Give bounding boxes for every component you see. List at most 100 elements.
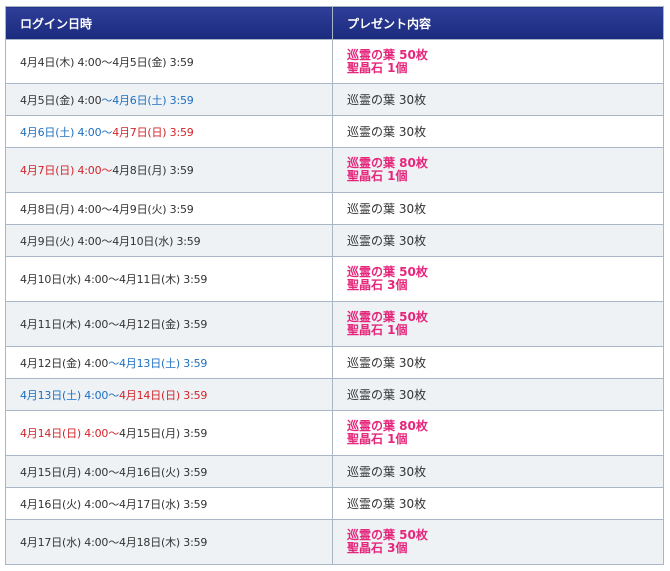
period-separator: ～ — [108, 318, 119, 331]
present-item-saint-quartz: 聖晶石 1個 — [347, 432, 408, 446]
table-row: 4月5日(金) 4:00～4月6日(土) 3:59 巡霊の葉 30枚 — [5, 83, 664, 116]
period-start: 4月11日(木) 4:00 — [20, 318, 109, 331]
present-item-leaves: 巡霊の葉 30枚 — [347, 234, 427, 248]
present-item-saint-quartz: 聖晶石 3個 — [347, 278, 408, 292]
login-period-cell: 4月10日(水) 4:00～4月11日(木) 3:59 — [5, 256, 333, 302]
period-separator: ～ — [108, 536, 119, 549]
period-end: 4月7日(日) 3:59 — [112, 125, 194, 139]
present-cell: 巡霊の葉 80枚 聖晶石 1個 — [332, 147, 664, 193]
login-period-cell: 4月16日(火) 4:00～4月17日(水) 3:59 — [5, 487, 333, 520]
present-cell: 巡霊の葉 30枚 — [332, 83, 664, 116]
login-period-cell: 4月15日(月) 4:00～4月16日(火) 3:59 — [5, 455, 333, 488]
period-separator: ～ — [101, 93, 113, 107]
table-row: 4月8日(月) 4:00～4月9日(火) 3:59 巡霊の葉 30枚 — [5, 192, 664, 225]
login-period-cell: 4月6日(土) 4:00～4月7日(日) 3:59 — [5, 115, 333, 148]
period-separator: ～ — [101, 125, 113, 139]
present-cell: 巡霊の葉 30枚 — [332, 487, 664, 520]
period-start: 4月13日(土) 4:00 — [20, 388, 109, 402]
period-start: 4月4日(木) 4:00 — [20, 55, 102, 69]
login-period-cell: 4月9日(火) 4:00～4月10日(水) 3:59 — [5, 224, 333, 257]
login-period-cell: 4月17日(水) 4:00～4月18日(木) 3:59 — [5, 519, 333, 565]
present-item-leaves: 巡霊の葉 30枚 — [347, 388, 427, 402]
present-cell: 巡霊の葉 30枚 — [332, 455, 664, 488]
period-start: 4月14日(日) 4:00 — [20, 427, 109, 440]
table-row: 4月7日(日) 4:00～4月8日(月) 3:59 巡霊の葉 80枚 聖晶石 1個 — [5, 147, 664, 193]
table-row: 4月6日(土) 4:00～4月7日(日) 3:59 巡霊の葉 30枚 — [5, 115, 664, 148]
period-end: 4月5日(金) 3:59 — [112, 55, 194, 69]
period-separator: ～ — [101, 202, 113, 216]
present-item-saint-quartz: 聖晶石 1個 — [347, 169, 408, 183]
table-row: 4月4日(木) 4:00～4月5日(金) 3:59 巡霊の葉 50枚 聖晶石 1個 — [5, 39, 664, 84]
present-item-leaves: 巡霊の葉 30枚 — [347, 93, 427, 107]
present-cell: 巡霊の葉 50枚 聖晶石 1個 — [332, 39, 664, 84]
present-cell: 巡霊の葉 30枚 — [332, 378, 664, 411]
table-row: 4月13日(土) 4:00～4月14日(日) 3:59 巡霊の葉 30枚 — [5, 378, 664, 411]
present-item-leaves: 巡霊の葉 30枚 — [347, 465, 427, 479]
present-item-leaves: 巡霊の葉 80枚 — [347, 419, 428, 433]
period-separator: ～ — [108, 465, 119, 479]
present-item-leaves: 巡霊の葉 50枚 — [347, 310, 428, 324]
login-period-cell: 4月13日(土) 4:00～4月14日(日) 3:59 — [5, 378, 333, 411]
period-end: 4月13日(土) 3:59 — [119, 356, 208, 370]
period-separator: ～ — [101, 164, 113, 177]
period-start: 4月9日(火) 4:00 — [20, 234, 102, 248]
period-end: 4月18日(木) 3:59 — [119, 536, 208, 549]
table-row: 4月15日(月) 4:00～4月16日(火) 3:59 巡霊の葉 30枚 — [5, 455, 664, 488]
present-cell: 巡霊の葉 30枚 — [332, 224, 664, 257]
period-end: 4月10日(水) 3:59 — [112, 234, 201, 248]
period-end: 4月16日(火) 3:59 — [119, 465, 208, 479]
table-row: 4月17日(水) 4:00～4月18日(木) 3:59 巡霊の葉 50枚 聖晶石 3… — [5, 519, 664, 565]
period-end: 4月14日(日) 3:59 — [119, 388, 208, 402]
present-item-leaves: 巡霊の葉 50枚 — [347, 265, 428, 279]
table-row: 4月9日(火) 4:00～4月10日(水) 3:59 巡霊の葉 30枚 — [5, 224, 664, 257]
period-separator: ～ — [108, 356, 119, 370]
period-start: 4月15日(月) 4:00 — [20, 465, 109, 479]
present-cell: 巡霊の葉 80枚 聖晶石 1個 — [332, 410, 664, 456]
present-item-leaves: 巡霊の葉 50枚 — [347, 528, 428, 542]
login-period-cell: 4月8日(月) 4:00～4月9日(火) 3:59 — [5, 192, 333, 225]
login-bonus-table: ログイン日時 プレゼント内容 4月4日(木) 4:00～4月5日(金) 3:59… — [5, 6, 664, 565]
table-row: 4月10日(水) 4:00～4月11日(木) 3:59 巡霊の葉 50枚 聖晶石 3… — [5, 256, 664, 302]
table-row: 4月14日(日) 4:00～4月15日(月) 3:59 巡霊の葉 80枚 聖晶石 1… — [5, 410, 664, 456]
period-start: 4月10日(水) 4:00 — [20, 273, 109, 286]
present-cell: 巡霊の葉 50枚 聖晶石 3個 — [332, 519, 664, 565]
login-period-cell: 4月14日(日) 4:00～4月15日(月) 3:59 — [5, 410, 333, 456]
period-separator: ～ — [108, 497, 119, 511]
login-period-cell: 4月12日(金) 4:00～4月13日(土) 3:59 — [5, 346, 333, 379]
login-period-cell: 4月7日(日) 4:00～4月8日(月) 3:59 — [5, 147, 333, 193]
login-period-cell: 4月4日(木) 4:00～4月5日(金) 3:59 — [5, 39, 333, 84]
period-end: 4月9日(火) 3:59 — [112, 202, 194, 216]
period-end: 4月12日(金) 3:59 — [119, 318, 208, 331]
present-item-leaves: 巡霊の葉 30枚 — [347, 202, 427, 216]
period-start: 4月12日(金) 4:00 — [20, 356, 109, 370]
period-separator: ～ — [101, 55, 113, 69]
present-item-leaves: 巡霊の葉 80枚 — [347, 156, 428, 170]
period-separator: ～ — [108, 388, 119, 402]
present-item-leaves: 巡霊の葉 30枚 — [347, 125, 427, 139]
present-item-leaves: 巡霊の葉 30枚 — [347, 497, 427, 511]
present-cell: 巡霊の葉 50枚 聖晶石 1個 — [332, 301, 664, 347]
period-separator: ～ — [101, 234, 113, 248]
login-period-cell: 4月5日(金) 4:00～4月6日(土) 3:59 — [5, 83, 333, 116]
period-end: 4月6日(土) 3:59 — [112, 93, 194, 107]
period-end: 4月15日(月) 3:59 — [119, 427, 208, 440]
period-start: 4月17日(水) 4:00 — [20, 536, 109, 549]
table-row: 4月16日(火) 4:00～4月17日(水) 3:59 巡霊の葉 30枚 — [5, 487, 664, 520]
present-cell: 巡霊の葉 30枚 — [332, 192, 664, 225]
period-start: 4月8日(月) 4:00 — [20, 202, 102, 216]
table-row: 4月12日(金) 4:00～4月13日(土) 3:59 巡霊の葉 30枚 — [5, 346, 664, 379]
table-header-row: ログイン日時 プレゼント内容 — [5, 6, 664, 40]
table-body: 4月4日(木) 4:00～4月5日(金) 3:59 巡霊の葉 50枚 聖晶石 1個 4… — [5, 39, 664, 565]
period-start: 4月16日(火) 4:00 — [20, 497, 109, 511]
present-item-saint-quartz: 聖晶石 1個 — [347, 323, 408, 337]
present-item-saint-quartz: 聖晶石 3個 — [347, 541, 408, 555]
period-separator: ～ — [108, 427, 119, 440]
login-period-cell: 4月11日(木) 4:00～4月12日(金) 3:59 — [5, 301, 333, 347]
period-end: 4月17日(水) 3:59 — [119, 497, 208, 511]
present-item-leaves: 巡霊の葉 50枚 — [347, 47, 428, 62]
period-start: 4月5日(金) 4:00 — [20, 93, 102, 107]
present-cell: 巡霊の葉 50枚 聖晶石 3個 — [332, 256, 664, 302]
header-present: プレゼント内容 — [332, 6, 664, 40]
header-login-time: ログイン日時 — [5, 6, 333, 40]
